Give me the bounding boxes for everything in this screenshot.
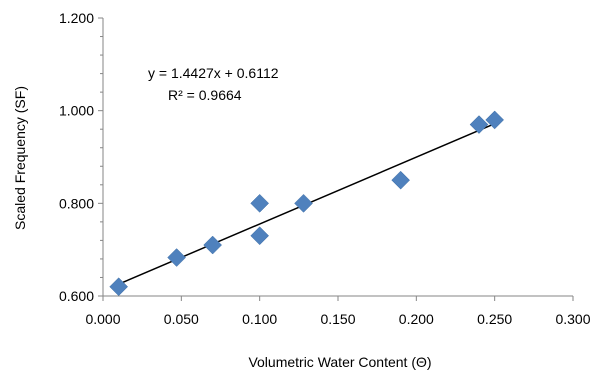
- y-tick-label: 0.600: [59, 288, 94, 304]
- data-point: [391, 170, 411, 190]
- trendline-equation: y = 1.4427x + 0.6112: [148, 65, 279, 81]
- x-tick-labels: 0.000 0.050 0.100 0.150 0.200 0.250 0.300: [85, 311, 590, 327]
- data-point: [294, 193, 313, 213]
- axes: [98, 17, 574, 301]
- data-points: [109, 110, 505, 297]
- x-tick-label: 0.200: [399, 311, 434, 327]
- x-tick-label: 0.050: [164, 311, 199, 327]
- y-tick-label: 1.000: [59, 103, 94, 119]
- x-tick-label: 0.000: [85, 311, 120, 327]
- data-point: [469, 115, 489, 134]
- data-point: [109, 277, 129, 297]
- x-tick-label: 0.150: [320, 311, 355, 327]
- data-point: [250, 193, 270, 213]
- y-tick-label: 1.200: [59, 10, 94, 26]
- data-point: [203, 235, 223, 255]
- x-tick-label: 0.100: [242, 311, 277, 327]
- data-point: [167, 248, 186, 267]
- y-tick-label: 0.800: [59, 195, 94, 211]
- y-tick-labels: 0.600 0.800 1.000 1.200: [59, 10, 94, 304]
- x-tick-label: 0.250: [477, 311, 512, 327]
- data-point: [485, 110, 505, 130]
- x-tick-label: 0.300: [555, 311, 590, 327]
- r-squared-label: R² = 0.9664: [168, 87, 242, 103]
- x-axis-title: Volumetric Water Content (Θ): [248, 354, 431, 370]
- data-point: [250, 226, 270, 246]
- y-axis-title: Scaled Frequency (SF): [12, 86, 28, 230]
